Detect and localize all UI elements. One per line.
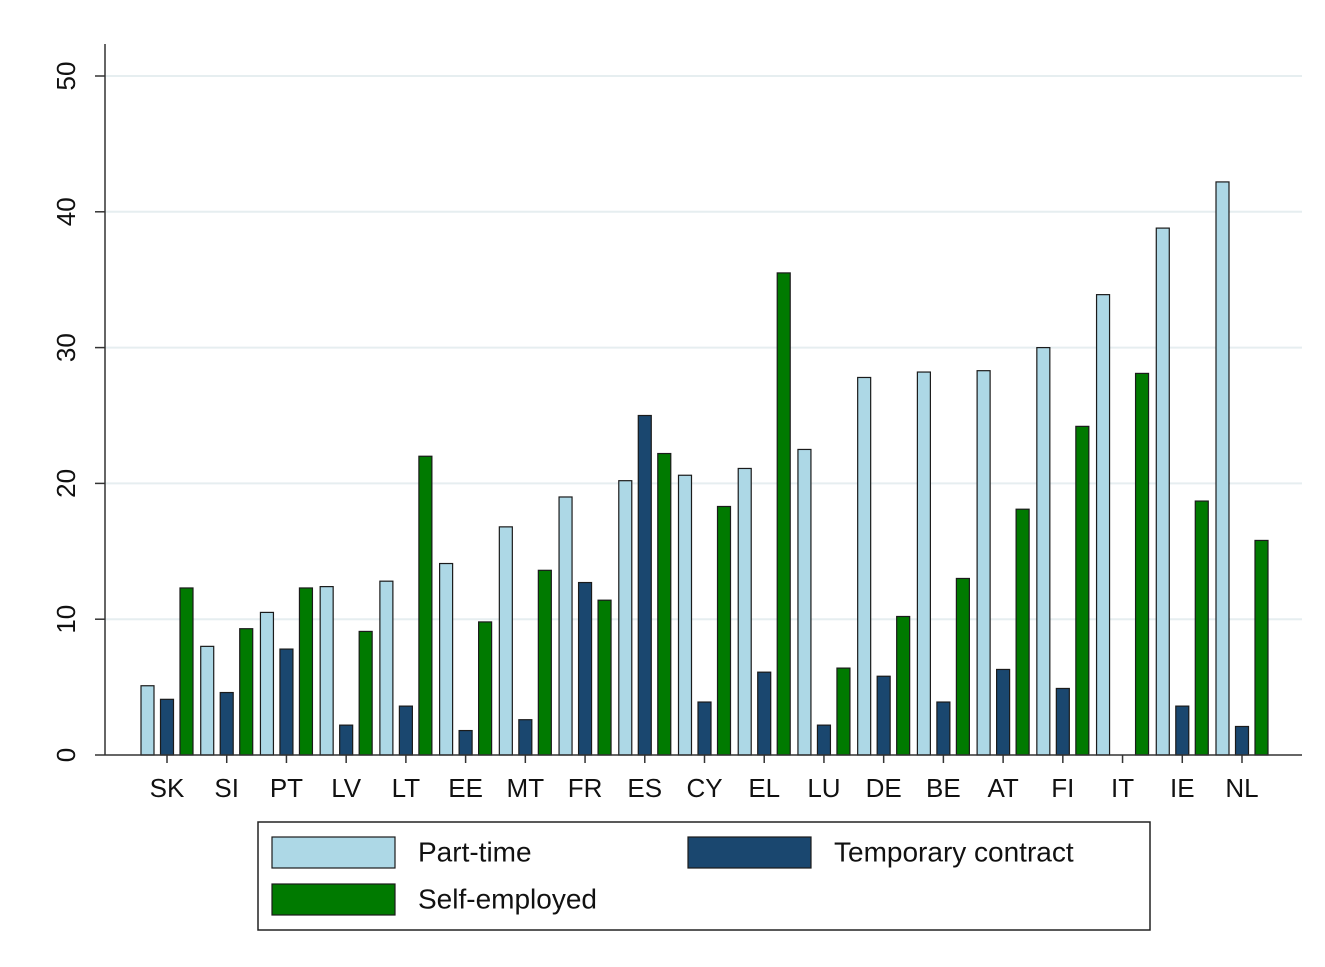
bar [996,668,1011,756]
x-tick-label: DE [866,773,902,803]
bar [159,698,175,756]
x-tick-label: SK [150,773,185,803]
bar [1215,181,1230,756]
bar [936,701,951,756]
bar [697,701,712,756]
bar [657,452,672,756]
bar [498,526,513,756]
bar [458,729,473,756]
x-tick-label: LT [392,773,421,803]
bar [537,569,552,756]
legend-label: Self-employed [418,883,597,914]
bar [239,628,254,756]
y-tick-label: 10 [51,605,81,634]
y-tick-label: 40 [51,197,81,226]
bar [140,685,155,756]
x-tick-label: MT [507,773,545,803]
bar [418,455,433,756]
bar [219,691,234,756]
bar [577,581,593,756]
bar [179,587,194,756]
legend-label: Part-time [418,836,532,867]
bar [876,675,891,756]
bar [916,371,931,756]
bar [757,671,772,756]
bar [955,577,970,756]
x-tick-label: BE [926,773,961,803]
bar [618,480,633,756]
bar [279,648,294,756]
bar [259,611,275,756]
y-tick-label: 50 [51,62,81,91]
legend-swatch [271,883,396,916]
x-tick-label: NL [1225,773,1258,803]
x-tick-label: EL [748,773,780,803]
bar [358,630,373,756]
x-tick-label: IT [1111,773,1134,803]
x-tick-label: LV [331,773,362,803]
x-tick-label: ES [627,773,662,803]
bar [1036,347,1051,756]
bar [1254,539,1269,756]
x-tick-label: FR [568,773,603,803]
legend-swatch [687,836,812,869]
x-tick-label: PT [270,773,303,803]
bar [816,724,832,756]
bar [518,719,533,756]
bar [478,621,493,756]
bar [298,587,314,756]
bar [319,586,334,756]
bar [439,562,454,756]
x-tick-label: SI [214,773,239,803]
bar [1095,294,1111,756]
bar [776,272,791,756]
bar [857,376,872,756]
y-tick-label: 30 [51,333,81,362]
bar [637,414,652,756]
x-tick-label: FI [1051,773,1074,803]
bar [677,474,693,756]
bar [836,667,851,756]
x-tick-label: LU [807,773,840,803]
bar [1075,425,1090,756]
x-tick-label: EE [448,773,483,803]
bar [558,496,573,756]
x-tick-label: CY [686,773,722,803]
bar [339,724,354,756]
bar [737,467,752,756]
bar [398,705,413,756]
bar [1194,500,1209,756]
legend-swatch [271,836,396,869]
bar [1055,687,1070,756]
bar [896,615,911,756]
bar [379,580,394,756]
bar [1015,508,1030,756]
bar [200,645,215,756]
bar [597,599,612,756]
x-tick-label: IE [1170,773,1195,803]
x-tick-label: AT [987,773,1018,803]
bar [1155,227,1170,756]
bar [976,370,991,756]
bar [797,448,812,756]
bar [1175,705,1190,756]
bar [1234,725,1250,756]
y-tick-label: 20 [51,469,81,498]
bar [1134,372,1150,756]
y-tick-label: 0 [51,748,81,762]
bar [716,505,732,756]
legend-label: Temporary contract [834,836,1074,867]
